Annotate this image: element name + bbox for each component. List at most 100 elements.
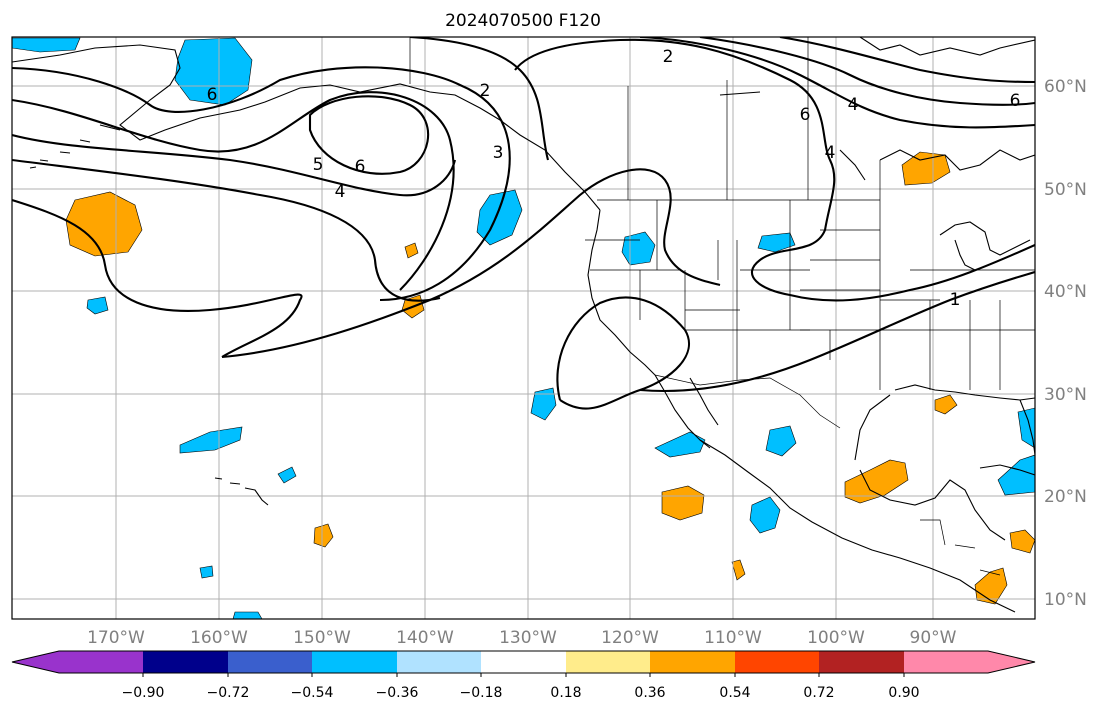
us-canada-border <box>597 160 881 201</box>
contour-label: 6 <box>207 85 218 105</box>
negative-area <box>530 387 557 421</box>
negative-area <box>12 37 81 53</box>
florida <box>1019 399 1035 456</box>
positive-area <box>661 485 705 521</box>
longitude-label: 130°W <box>499 628 557 648</box>
latitude-label: 20°N <box>1044 487 1087 507</box>
longitude-labels: 170°W 160°W 150°W 140°W 130°W 120°W 110°… <box>87 628 957 648</box>
colorbar-swatch <box>481 651 566 673</box>
colorbar-swatch <box>735 651 819 673</box>
contour-line <box>514 38 1035 302</box>
canada-provinces <box>627 37 809 200</box>
negative-area <box>86 296 109 315</box>
negative-area <box>277 466 297 484</box>
colorbar-swatch <box>566 651 650 673</box>
colorbar-swatch <box>59 651 143 673</box>
contour-line <box>409 37 550 161</box>
positive-area <box>313 523 334 548</box>
hawaii-islands <box>214 477 269 506</box>
gulf-coast <box>854 384 1035 541</box>
map-frame <box>11 36 1036 620</box>
colorbar-tick-label: −0.18 <box>460 685 503 701</box>
colorbar-swatch <box>397 651 481 673</box>
latitude-label: 30°N <box>1044 385 1087 405</box>
colorbar-tick-label: −0.54 <box>291 685 334 701</box>
negative-area <box>749 496 781 534</box>
mexico-pacific-coast <box>699 439 1016 613</box>
negative-area <box>1017 407 1035 449</box>
positive-area <box>65 191 143 257</box>
hudson-bay-coast <box>879 149 1035 171</box>
colorbar-tick-label: −0.72 <box>207 685 250 701</box>
positive-area <box>1009 529 1035 554</box>
longitude-label: 90°W <box>910 628 957 648</box>
colorbar-tick-label: −0.90 <box>122 685 165 701</box>
contour-label: 2 <box>663 47 674 67</box>
negative-area <box>654 431 706 458</box>
contour-line <box>639 37 1035 129</box>
contour-line <box>308 95 430 175</box>
latitude-labels: 60°N 50°N 40°N 30°N 20°N 10°N <box>1044 77 1087 610</box>
aleutian-chain <box>29 124 121 169</box>
contour-line <box>556 296 691 410</box>
positive-area <box>934 394 958 415</box>
latitude-label: 50°N <box>1044 180 1087 200</box>
contour-label: 4 <box>335 182 346 202</box>
negative-anomaly-areas <box>12 37 1035 619</box>
graticule <box>12 37 1035 619</box>
longitude-label: 100°W <box>807 628 865 648</box>
great-lakes <box>939 221 1031 271</box>
longitude-label: 120°W <box>601 628 659 648</box>
map-title: 2024070500 F120 <box>445 11 601 31</box>
latitude-label: 40°N <box>1044 282 1087 302</box>
colorbar-swatch <box>650 651 735 673</box>
contour-label: 4 <box>825 143 836 163</box>
colorbar-swatch <box>143 651 228 673</box>
contour-label: 3 <box>493 143 504 163</box>
contour-line <box>12 158 441 302</box>
contour-label: 6 <box>1010 91 1021 111</box>
longitude-label: 150°W <box>293 628 351 648</box>
positive-area <box>404 242 419 259</box>
contour-label: 1 <box>950 290 961 310</box>
cuba <box>979 464 1035 476</box>
longitude-label: 110°W <box>704 628 762 648</box>
contour-line <box>639 270 1035 393</box>
contour-label: 2 <box>480 81 491 101</box>
colorbar-swatch <box>819 651 904 673</box>
colorbar-swatch <box>904 651 988 673</box>
map-background <box>12 37 1035 619</box>
longitude-label: 170°W <box>87 628 145 648</box>
contour-label: 6 <box>800 105 811 125</box>
colorbar-tick-label: 0.90 <box>888 685 919 701</box>
coastlines <box>12 37 1035 613</box>
colorbar-tick-label: 0.18 <box>550 685 581 701</box>
map-panel: 2 4 5 6 6 2 4 6 6 4 3 1 <box>12 37 1035 619</box>
latitude-label: 10°N <box>1044 590 1087 610</box>
us-states-west <box>585 200 810 380</box>
colorbar-extend-high <box>988 651 1035 673</box>
colorbar-tick-label: 0.54 <box>719 685 750 701</box>
alaska-coast <box>12 44 601 211</box>
contour-line <box>699 37 1035 106</box>
negative-area <box>757 232 796 253</box>
contour-label: 4 <box>848 95 859 115</box>
colorbar-tick-label: −0.36 <box>376 685 419 701</box>
negative-area <box>199 565 214 579</box>
contour-line <box>221 168 721 359</box>
colorbar-swatches <box>12 651 1035 673</box>
negative-area <box>232 611 263 619</box>
negative-area <box>997 454 1035 496</box>
contour-line <box>12 198 303 358</box>
colorbar-tick-label: 0.36 <box>634 685 665 701</box>
latitude-label: 60°N <box>1044 77 1087 97</box>
colorbar: −0.90 −0.72 −0.54 −0.36 −0.18 0.18 0.36 0.54 0.7… <box>11 650 1036 701</box>
central-america-borders <box>920 519 1001 576</box>
canada-arctic-coast <box>859 37 1035 56</box>
us-mexico-border <box>654 374 841 429</box>
colorbar-swatch <box>228 651 312 673</box>
negative-area <box>765 425 797 457</box>
contour-labels: 2 4 5 6 6 2 4 6 6 4 3 1 <box>207 47 1021 310</box>
colorbar-ticks: −0.90 −0.72 −0.54 −0.36 −0.18 0.18 0.36 0.54 0.7… <box>122 673 920 701</box>
contour-lines <box>12 37 1035 410</box>
